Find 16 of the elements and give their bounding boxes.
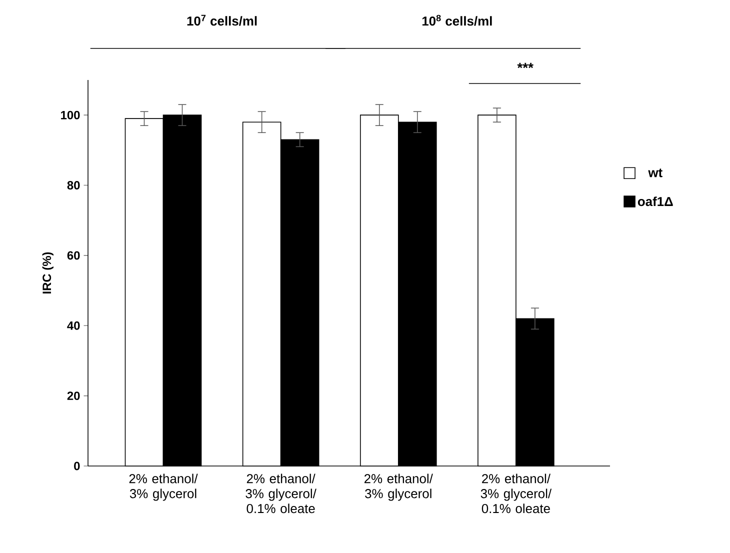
x-tick-label: 2% ethanol/ 3% glycerol bbox=[364, 474, 433, 501]
y-tick-label: 40 bbox=[67, 321, 80, 330]
y-tick-label: 80 bbox=[67, 181, 80, 190]
text: *** bbox=[517, 62, 534, 68]
legend-label: wt bbox=[648, 168, 662, 178]
text: 10$^{7}$ cells/ml bbox=[187, 14, 257, 26]
x-tick-label: 2% ethanol/ 3% glycerol/ 0.1% oleate bbox=[246, 474, 316, 514]
y-tick-label: 0 bbox=[74, 462, 80, 470]
y-tick-label: 60 bbox=[67, 251, 80, 260]
text: 10$^{8}$ cells/ml bbox=[422, 14, 492, 26]
x-tick-label: 2% ethanol/ 3% glycerol/ 0.1% oleate bbox=[480, 474, 552, 514]
legend-label: oaf1Δ bbox=[638, 196, 673, 206]
x-tick-label: 2% ethanol/ 3% glycerol bbox=[129, 474, 198, 501]
y-axis-title: IRC (%) bbox=[42, 252, 54, 294]
y-tick-label: 100 bbox=[61, 110, 80, 120]
y-tick-label: 20 bbox=[67, 392, 80, 400]
